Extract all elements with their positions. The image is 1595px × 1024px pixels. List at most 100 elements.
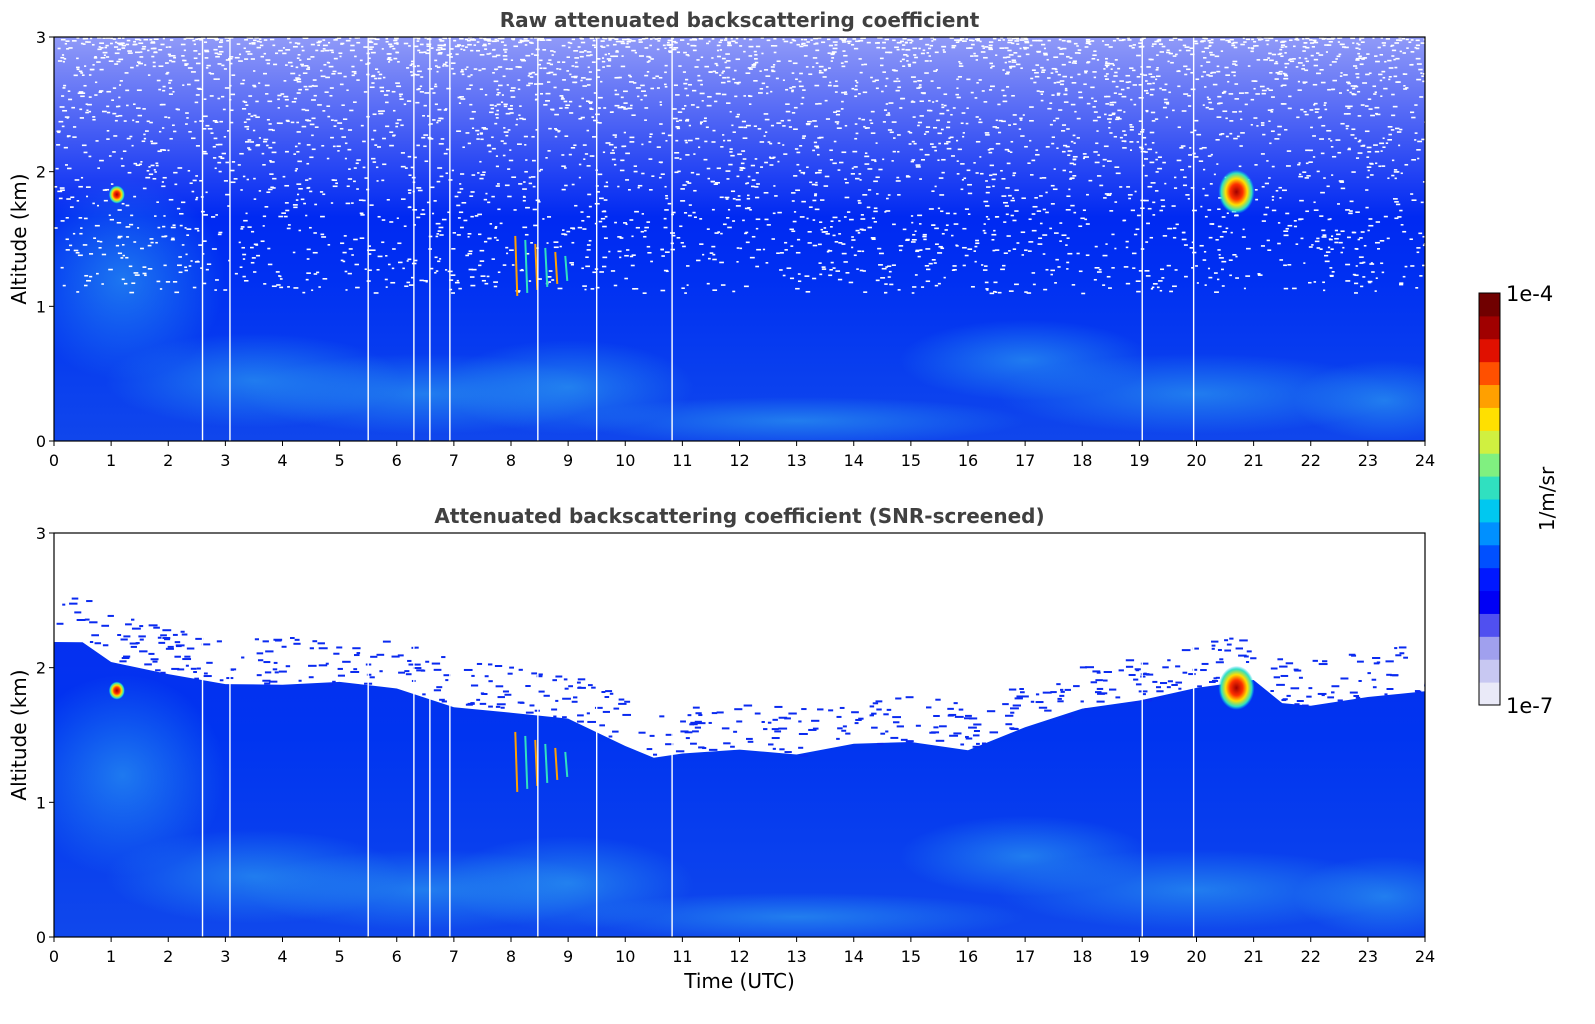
noise-speck (831, 52, 836, 55)
noise-speck (582, 228, 587, 230)
noise-speck (1207, 267, 1211, 270)
noise-speck (789, 228, 794, 231)
noise-speck (610, 37, 613, 39)
noise-speck (460, 48, 463, 51)
noise-speck (374, 144, 378, 146)
noise-speck (268, 188, 273, 191)
noise-speck (322, 193, 326, 196)
noise-speck (1210, 38, 1214, 41)
noise-speck (902, 228, 907, 231)
noise-speck (1031, 229, 1037, 232)
noise-speck (738, 81, 741, 84)
noise-speck (1298, 57, 1301, 59)
noise-speck (437, 52, 443, 55)
noise-speck (155, 164, 159, 167)
noise-speck (1092, 119, 1098, 122)
noise-speck (826, 250, 830, 253)
noise-speck (386, 58, 391, 61)
colorbar-segment (1479, 636, 1500, 660)
noise-speck (1275, 189, 1279, 192)
x-tick-label: 12 (729, 451, 749, 470)
noise-speck (1198, 160, 1204, 162)
noise-speck (777, 160, 780, 163)
noise-speck (656, 48, 660, 51)
noise-speck (1283, 264, 1287, 267)
noise-speck (1183, 244, 1188, 246)
noise-speck (436, 180, 441, 183)
noise-speck (1405, 87, 1409, 89)
noise-speck (637, 95, 640, 98)
noise-speck (1320, 191, 1325, 194)
noise-speck (592, 44, 596, 47)
noise-speck (802, 89, 806, 91)
noise-speck (660, 248, 664, 251)
noise-speck (712, 258, 717, 261)
noise-speck (943, 276, 946, 279)
noise-speck (735, 198, 741, 201)
noise-speck (1345, 280, 1351, 282)
signal-speck (1340, 677, 1349, 680)
signal-speck (1162, 666, 1169, 669)
noise-speck (303, 37, 308, 39)
noise-speck (937, 282, 941, 285)
noise-speck (507, 108, 513, 110)
signal-speck (947, 714, 954, 717)
noise-speck (999, 47, 1005, 49)
noise-speck (496, 109, 499, 112)
noise-speck (1115, 118, 1120, 121)
noise-speck (1108, 114, 1113, 117)
noise-speck (820, 199, 825, 201)
panel-screened-title: Attenuated backscattering coefficient (S… (434, 504, 1044, 528)
noise-speck (1271, 108, 1274, 111)
noise-speck (823, 68, 828, 71)
noise-speck (1114, 59, 1118, 61)
noise-speck (814, 208, 820, 211)
noise-speck (440, 138, 445, 140)
noise-speck (744, 232, 748, 235)
noise-speck (488, 150, 492, 153)
signal-speck (294, 638, 300, 641)
noise-speck (298, 88, 302, 91)
noise-speck (1112, 39, 1117, 42)
noise-speck (1047, 107, 1052, 110)
noise-speck (218, 155, 223, 158)
noise-speck (1240, 132, 1245, 134)
signal-speck (484, 675, 489, 678)
signal-speck (1175, 665, 1181, 668)
noise-speck (823, 230, 828, 233)
noise-speck (219, 120, 223, 123)
noise-speck (217, 161, 222, 164)
noise-speck (1031, 272, 1036, 274)
noise-speck (1184, 46, 1190, 48)
panel-raw-x-axis: 0 1 2 3 4 5 6 7 8 9 10 11 12 13 14 15 16 17 18 19 20 21 22 23 24 (49, 441, 1435, 470)
noise-speck (960, 122, 964, 125)
noise-speck (649, 44, 652, 47)
noise-speck (765, 262, 769, 264)
noise-speck (718, 41, 722, 44)
noise-speck (1216, 278, 1220, 281)
noise-speck (976, 38, 981, 40)
noise-speck (144, 274, 147, 277)
noise-speck (1141, 37, 1146, 39)
noise-speck (319, 191, 324, 193)
noise-speck (641, 90, 646, 92)
noise-speck (623, 131, 627, 134)
noise-speck (434, 256, 438, 259)
noise-speck (935, 100, 939, 102)
noise-speck (1265, 206, 1270, 209)
noise-speck (853, 47, 859, 50)
noise-speck (538, 170, 541, 172)
noise-speck (96, 37, 102, 39)
noise-speck (1106, 275, 1111, 278)
noise-speck (1024, 41, 1030, 44)
noise-speck (96, 61, 101, 63)
noise-speck (406, 281, 411, 284)
signal-speck (659, 715, 665, 718)
noise-speck (889, 131, 894, 134)
noise-speck (1170, 61, 1174, 64)
noise-speck (1105, 103, 1110, 105)
noise-speck (679, 158, 682, 160)
noise-speck (1138, 120, 1143, 122)
noise-speck (202, 115, 208, 118)
noise-speck (601, 57, 605, 59)
